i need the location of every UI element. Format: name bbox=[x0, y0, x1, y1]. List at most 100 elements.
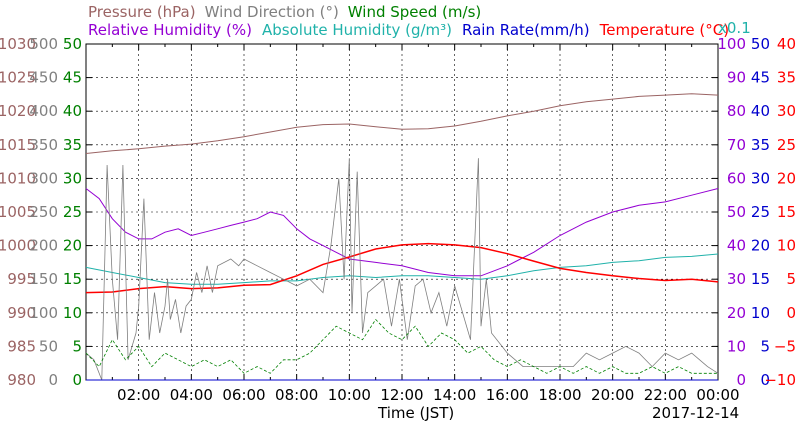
y-tick-label-relative-humidity: 70 bbox=[727, 136, 746, 154]
y-tick-label-wind-speed: 40 bbox=[63, 102, 82, 120]
legend-item: Pressure (hPa) bbox=[88, 3, 196, 21]
x-tick-label: 08:00 bbox=[275, 386, 318, 404]
y-tick-label-wind-speed: 25 bbox=[63, 203, 82, 221]
y-tick-label-wind-direction: 0 bbox=[48, 371, 58, 389]
y-tick-label-pressure: 1015 bbox=[0, 136, 36, 154]
y-tick-label-relative-humidity: 100 bbox=[717, 35, 746, 53]
right-axes: 1009080706050403020100504540353025201510… bbox=[717, 35, 796, 389]
y-tick-label-rain-rate: 15 bbox=[751, 270, 770, 288]
y-tick-label-wind-direction: 250 bbox=[29, 203, 58, 221]
y-tick-label-wind-direction: 400 bbox=[29, 102, 58, 120]
grid bbox=[86, 44, 718, 380]
date-label: 2017-12-14 bbox=[652, 404, 739, 422]
x-tick-label: 20:00 bbox=[591, 386, 634, 404]
y-tick-label-temperature: 20 bbox=[777, 169, 796, 187]
legend-item: Rain Rate(mm/h) bbox=[462, 21, 590, 39]
y-tick-label-relative-humidity: 0 bbox=[736, 371, 746, 389]
x-tick-label: 18:00 bbox=[538, 386, 581, 404]
legend-item: Relative Humidity (%) bbox=[88, 21, 252, 39]
y-tick-label-relative-humidity: 20 bbox=[727, 304, 746, 322]
y-tick-label-wind-speed: 5 bbox=[72, 337, 82, 355]
y-tick-label-wind-speed: 30 bbox=[63, 169, 82, 187]
y-tick-label-temperature: 25 bbox=[777, 136, 796, 154]
y-tick-label-temperature: 5 bbox=[786, 270, 796, 288]
y-tick-label-wind-direction: 500 bbox=[29, 35, 58, 53]
x-tick-label: 04:00 bbox=[170, 386, 213, 404]
y-tick-label-wind-speed: 15 bbox=[63, 270, 82, 288]
y-tick-label-rain-rate: 25 bbox=[751, 203, 770, 221]
x-tick-label: 02:00 bbox=[117, 386, 160, 404]
y-tick-label-wind-direction: 200 bbox=[29, 237, 58, 255]
series-line-wind-speed-m-s bbox=[85, 318, 718, 374]
series-line-relative-humidity bbox=[85, 188, 719, 277]
x-tick-label: 16:00 bbox=[486, 386, 529, 404]
y-tick-label-rain-rate: 45 bbox=[751, 69, 770, 87]
x-tick-label: 06:00 bbox=[222, 386, 265, 404]
series-line-temperature-c bbox=[85, 242, 719, 294]
y-tick-label-rain-rate: 0 bbox=[760, 371, 770, 389]
y-tick-label-wind-speed: 45 bbox=[63, 69, 82, 87]
y-tick-label-relative-humidity: 50 bbox=[727, 203, 746, 221]
y-tick-label-wind-direction: 150 bbox=[29, 270, 58, 288]
y-tick-label-relative-humidity: 40 bbox=[727, 237, 746, 255]
y-tick-label-temperature: −5 bbox=[774, 337, 796, 355]
left-axes: 1030102510201015101010051000995990985980… bbox=[0, 35, 82, 389]
y-tick-label-wind-direction: 50 bbox=[39, 337, 58, 355]
x-tick-label: 00:00 bbox=[696, 386, 739, 404]
y-tick-label-pressure: 1025 bbox=[0, 69, 36, 87]
x-tick-label: 10:00 bbox=[328, 386, 371, 404]
legend-item: Temperature (°C) bbox=[599, 21, 729, 39]
legend-item: Wind Direction (°) bbox=[205, 3, 339, 21]
series-layer bbox=[85, 93, 719, 381]
y-tick-label-relative-humidity: 10 bbox=[727, 337, 746, 355]
y-tick-label-pressure: 985 bbox=[7, 337, 36, 355]
y-tick-label-wind-speed: 10 bbox=[63, 304, 82, 322]
y-tick-label-wind-speed: 35 bbox=[63, 136, 82, 154]
y-tick-label-rain-rate: 50 bbox=[751, 35, 770, 53]
y-tick-label-rain-rate: 10 bbox=[751, 304, 770, 322]
x-axis: 02:00 04:00 06:00 08:00 10:00 12:00 14:00 16:00… bbox=[117, 386, 740, 404]
x-axis-label: Time (JST) bbox=[377, 404, 454, 422]
x-tick-label: 22:00 bbox=[644, 386, 687, 404]
y-tick-label-wind-speed: 20 bbox=[63, 237, 82, 255]
y-tick-label-relative-humidity: 60 bbox=[727, 169, 746, 187]
y-tick-label-relative-humidity: 80 bbox=[727, 102, 746, 120]
y-tick-label-pressure: 1010 bbox=[0, 169, 36, 187]
y-tick-label-wind-direction: 100 bbox=[29, 304, 58, 322]
y-tick-label-wind-speed: 0 bbox=[72, 371, 82, 389]
y-tick-label-wind-direction: 450 bbox=[29, 69, 58, 87]
legend: Pressure (hPa) Wind Direction (°) Wind Spe… bbox=[88, 3, 729, 39]
absolute-humidity-scale-note: x0.1 bbox=[718, 19, 751, 37]
y-tick-label-rain-rate: 30 bbox=[751, 169, 770, 187]
y-tick-label-wind-direction: 300 bbox=[29, 169, 58, 187]
y-tick-label-relative-humidity: 90 bbox=[727, 69, 746, 87]
y-tick-label-wind-speed: 50 bbox=[63, 35, 82, 53]
series-line-wind-direction bbox=[85, 158, 719, 381]
y-tick-label-pressure: 995 bbox=[7, 270, 36, 288]
x-tick-label: 12:00 bbox=[380, 386, 423, 404]
y-tick-label-rain-rate: 5 bbox=[760, 337, 770, 355]
y-tick-label-rain-rate: 40 bbox=[751, 102, 770, 120]
y-tick-label-pressure: 1005 bbox=[0, 203, 36, 221]
y-tick-label-rain-rate: 35 bbox=[751, 136, 770, 154]
y-tick-label-temperature: 35 bbox=[777, 69, 796, 87]
series-line-absolute-humidity-g-m bbox=[85, 253, 719, 285]
y-tick-label-pressure: 990 bbox=[7, 304, 36, 322]
y-tick-label-temperature: 10 bbox=[777, 237, 796, 255]
y-tick-label-wind-direction: 350 bbox=[29, 136, 58, 154]
y-tick-label-temperature: 15 bbox=[777, 203, 796, 221]
y-tick-label-rain-rate: 20 bbox=[751, 237, 770, 255]
y-tick-label-pressure: 1020 bbox=[0, 102, 36, 120]
y-tick-label-temperature: 30 bbox=[777, 102, 796, 120]
y-tick-label-pressure: 1000 bbox=[0, 237, 36, 255]
y-tick-label-temperature: −10 bbox=[764, 371, 796, 389]
y-tick-label-relative-humidity: 30 bbox=[727, 270, 746, 288]
y-tick-label-temperature: 40 bbox=[777, 35, 796, 53]
legend-item: Absolute Humidity (g/m³) bbox=[262, 21, 452, 39]
y-tick-label-temperature: 0 bbox=[786, 304, 796, 322]
x-tick-label: 14:00 bbox=[433, 386, 476, 404]
y-tick-label-pressure: 980 bbox=[7, 371, 36, 389]
y-tick-label-pressure: 1030 bbox=[0, 35, 36, 53]
series-line-pressure-hpa bbox=[85, 93, 719, 154]
